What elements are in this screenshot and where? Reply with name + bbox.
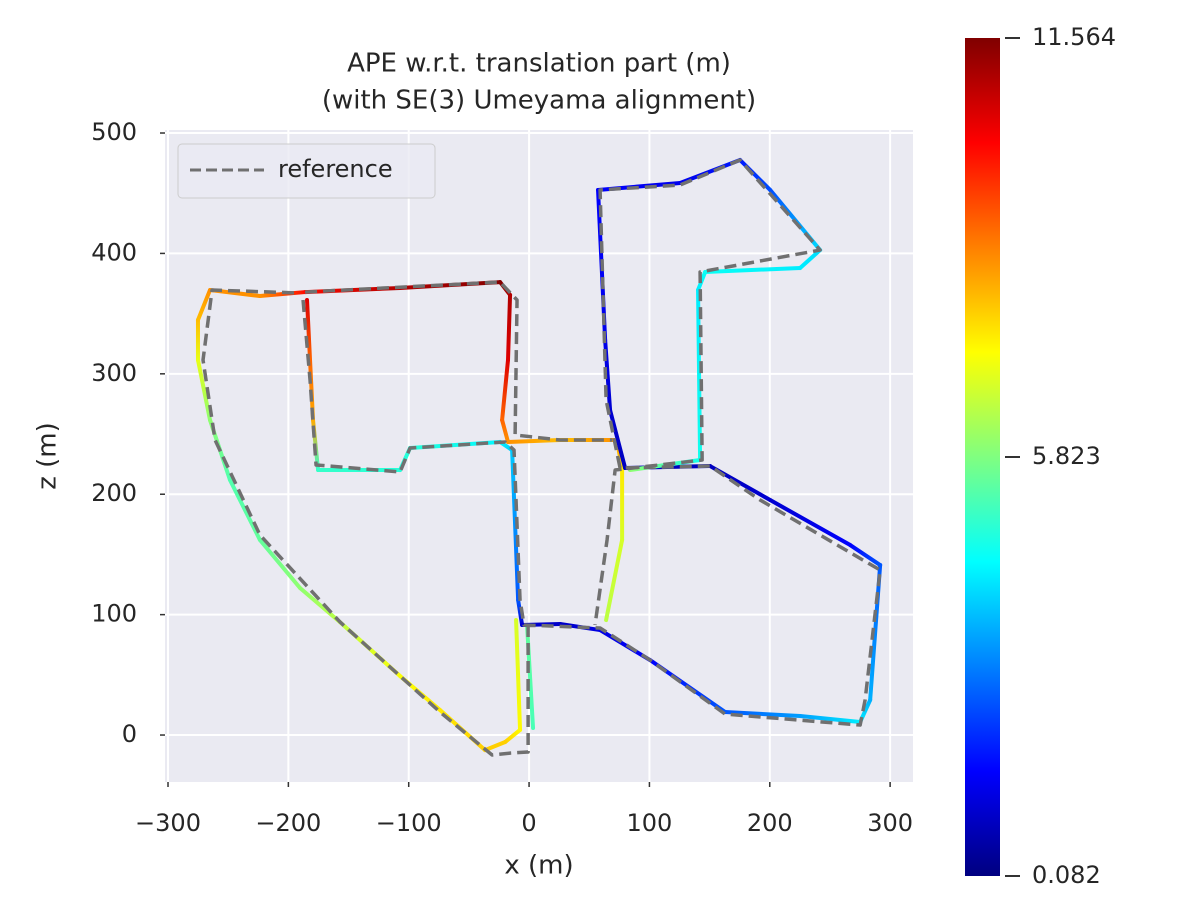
colorbar (965, 38, 1000, 876)
colorbar-tick-label: 5.823 (1032, 442, 1101, 470)
trajectory-segment (257, 537, 303, 591)
y-tick-label: 500 (91, 118, 137, 146)
y-axis-label: z (m) (33, 422, 63, 490)
colorbar-tick-label: 11.564 (1032, 23, 1116, 51)
trajectory-segment (516, 598, 525, 627)
x-tick-label: −300 (135, 809, 201, 837)
trajectory-segment (503, 727, 523, 745)
trajectory-segment (195, 357, 213, 423)
x-tick-label: 0 (521, 809, 536, 837)
x-tick-label: 100 (627, 809, 673, 837)
trajectory-segment (227, 478, 262, 542)
trajectory-segment (848, 543, 883, 568)
trajectory-segment (500, 418, 511, 444)
trajectory-segment (506, 438, 563, 444)
reference-line (201, 158, 882, 757)
trajectory-segment (798, 714, 863, 725)
trajectory-segment (483, 740, 508, 753)
y-tick-label: 100 (91, 600, 137, 628)
x-axis-label: x (m) (504, 851, 573, 881)
trajectory-segment (604, 537, 625, 623)
trajectory-segment (608, 408, 628, 470)
trajectory-segment (525, 622, 536, 731)
legend-box (177, 143, 436, 199)
chart-subtitle: (with SE(3) Umeyama alignment) (322, 86, 756, 116)
x-tick-label: 200 (747, 809, 793, 837)
trajectory-segment (696, 288, 703, 463)
chart-title: APE w.r.t. translation part (m) (347, 49, 731, 79)
trajectory-segment (768, 498, 853, 548)
y-tick-label: 400 (91, 238, 137, 266)
legend: reference (177, 143, 436, 199)
trajectory-segment (514, 618, 523, 732)
trajectory-segment (506, 292, 513, 362)
trajectory-segment (305, 298, 313, 362)
trajectory-segment (500, 357, 511, 423)
trajectory-segment (510, 448, 521, 603)
y-tick-label: 300 (91, 359, 137, 387)
trajectory-segment (703, 265, 803, 274)
legend-label: reference (278, 155, 393, 183)
trajectory-segment (723, 710, 803, 719)
plot-area (165, 130, 913, 782)
colorbar-tick-label: 0.082 (1032, 861, 1101, 889)
y-tick-label: 200 (91, 479, 137, 507)
trajectory-segment (798, 248, 823, 270)
trajectory-segment (738, 157, 773, 192)
x-tick-label: 300 (867, 809, 913, 837)
x-tick-label: −100 (376, 809, 442, 837)
trajectory-segment (195, 288, 213, 323)
trajectory-segment (298, 586, 342, 625)
x-tick-label: −200 (255, 809, 321, 837)
trajectory-segment (868, 563, 883, 703)
y-tick-label: 0 (122, 720, 137, 748)
